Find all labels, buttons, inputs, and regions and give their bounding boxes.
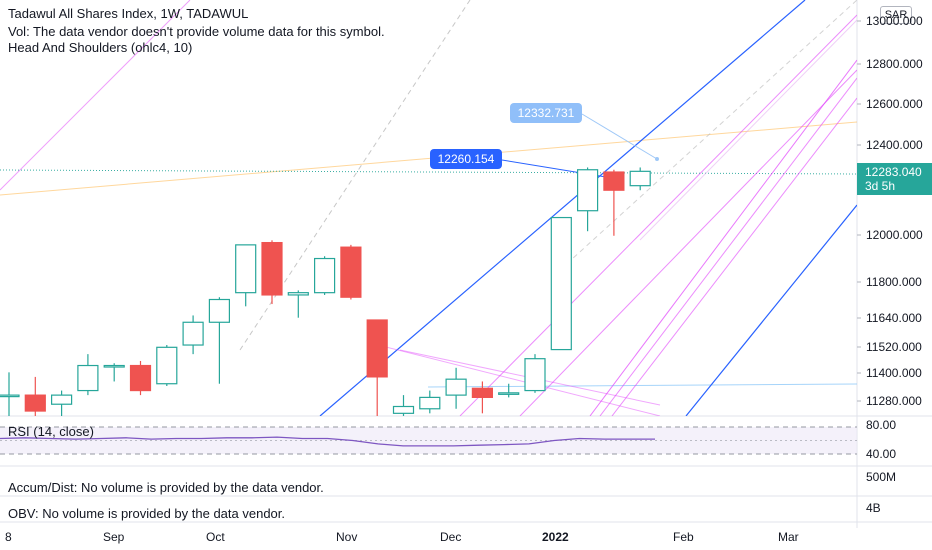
price-pane[interactable]: [0, 0, 857, 418]
rsi-pane-label[interactable]: RSI (14, close): [8, 424, 94, 439]
channel-line-dashed: [239, 0, 471, 351]
candle-up: [445, 378, 467, 396]
candle-down: [129, 364, 152, 392]
channel-line-pink: [639, 19, 857, 241]
obv-pane-label[interactable]: OBV: No volume is provided by the data v…: [8, 506, 286, 521]
channel-line-pink: [519, 69, 857, 416]
candle-up: [287, 292, 309, 296]
time-tick: Dec: [440, 530, 462, 544]
current-price-line: [0, 169, 857, 175]
current-price-value: 12283.040: [865, 165, 922, 179]
rsi-tick: 40.00: [866, 447, 897, 461]
channel-line-pink: [611, 97, 857, 416]
price-tick: 11800.000: [866, 275, 922, 289]
candle-up: [235, 244, 257, 294]
candle-down: [24, 394, 46, 412]
chart-title: Tadawul All Shares Index, 1W, TADAWUL: [8, 6, 249, 21]
price-tick: 12400.000: [866, 138, 923, 152]
rsi-band: [0, 427, 857, 454]
neckline-pink: [369, 342, 661, 416]
time-tick: Feb: [673, 530, 694, 544]
price-tick: 11400.000: [866, 366, 922, 380]
channel-line-dashed: [559, 0, 857, 271]
time-tick: 2022: [542, 530, 569, 544]
price-tick: 12800.000: [866, 57, 923, 71]
price-tick: 12000.000: [866, 228, 923, 242]
volume-note: Vol: The data vendor doesn't provide vol…: [8, 24, 385, 39]
candle-up: [182, 321, 204, 346]
candle-down: [471, 387, 493, 398]
candle-up: [524, 358, 546, 392]
price-tick: 13000.000: [866, 14, 923, 28]
indicator-legend[interactable]: Head And Shoulders (ohlc4, 10): [8, 40, 193, 55]
candle-up: [208, 298, 230, 323]
price-tick: 11280.000: [866, 394, 922, 408]
obv-tick: 4B: [866, 501, 881, 515]
anchor-point: [655, 157, 659, 161]
candle-up: [550, 216, 572, 351]
price-tick: 11640.000: [866, 311, 922, 325]
accum-tick: 500M: [866, 470, 897, 484]
channel-line-pink: [599, 77, 857, 416]
rsi-line: [0, 436, 655, 447]
candle-up: [419, 396, 441, 410]
channel-line-blue: [319, 0, 806, 416]
accum-dist-pane-label[interactable]: Accum/Dist: No volume is provided by the…: [8, 480, 324, 495]
channel-line-pink: [0, 0, 191, 191]
current-price-badge: 12283.040 3d 5h: [857, 163, 932, 195]
channel-line-pink: [589, 59, 857, 416]
candle-up: [156, 346, 178, 385]
candle-down: [603, 171, 625, 191]
candle-up: [576, 169, 599, 212]
trend-line-orange: [0, 121, 857, 196]
callout-leader-light: [581, 113, 658, 160]
time-tick: Mar: [778, 530, 799, 544]
candle-up: [314, 257, 336, 294]
price-tick: 11520.000: [866, 340, 922, 354]
candle-up: [77, 364, 99, 392]
current-price-countdown: 3d 5h: [865, 179, 896, 193]
candle-down: [366, 319, 388, 378]
price-tick: 12600.000: [866, 97, 923, 111]
channel-line-pink: [459, 14, 857, 416]
time-tick: 8: [5, 530, 12, 544]
currency-badge[interactable]: SAR: [880, 6, 912, 24]
candle-up: [498, 392, 520, 395]
candle-up: [392, 405, 415, 414]
time-tick: Oct: [206, 530, 225, 544]
time-tick: Sep: [103, 530, 125, 544]
support-line: [427, 383, 857, 388]
price-callout-blue[interactable]: 12260.154: [430, 149, 502, 169]
time-tick: Nov: [336, 530, 358, 544]
candle-down: [340, 246, 362, 298]
candle-up: [629, 170, 651, 187]
price-callout-light[interactable]: 12332.731: [510, 103, 582, 123]
rsi-tick: 80.00: [866, 418, 897, 432]
channel-line-blue: [685, 204, 857, 416]
candle-up: [0, 394, 20, 398]
candle-down: [261, 241, 283, 296]
candle-up: [50, 394, 73, 405]
candle-up: [103, 364, 125, 368]
